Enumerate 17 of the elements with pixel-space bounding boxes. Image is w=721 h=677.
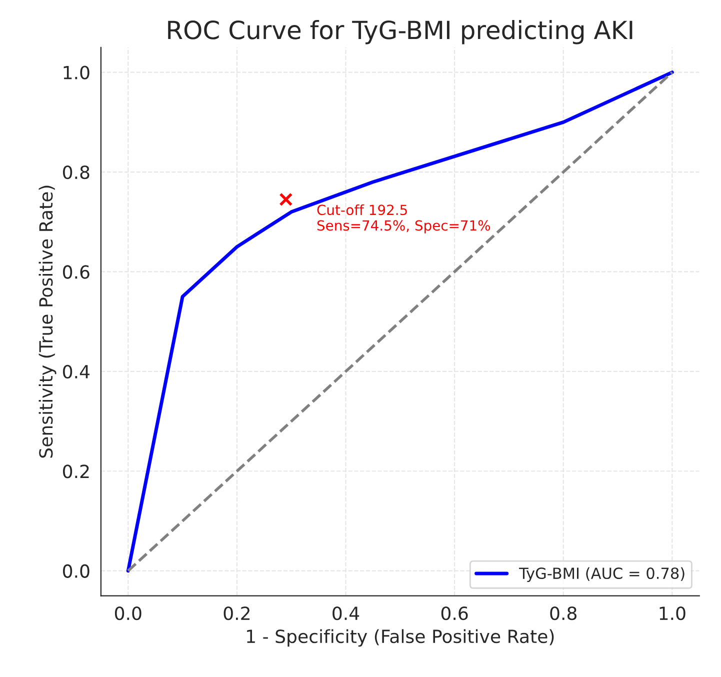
y-axis-title: Sensitivity (True Positive Rate) xyxy=(38,186,56,458)
y-tick-label: 0.0 xyxy=(63,564,90,578)
x-tick-label: 0.8 xyxy=(550,606,576,620)
x-tick-label: 0.0 xyxy=(114,606,142,620)
y-tick-label: 0.8 xyxy=(63,165,90,180)
y-tick-label: 0.6 xyxy=(63,265,90,279)
y-tick-label: 0.2 xyxy=(63,464,89,478)
y-tick-label: 1.0 xyxy=(64,66,90,80)
annotation: Cut-off 192.5 Sens=74.5%, Spec=71% xyxy=(317,204,490,234)
x-tick-label: 0.4 xyxy=(332,606,360,620)
legend-label: TyG-BMI (AUC = 0.78) xyxy=(519,567,684,582)
x-axis-title: 1 - Specificity (False Positive Rate) xyxy=(247,629,554,647)
x-tick-label: 0.2 xyxy=(224,606,250,620)
y-tick-label: 0.4 xyxy=(63,364,90,379)
chart-title: ROC Curve for TyG-BMI predicting AKI xyxy=(168,20,632,44)
x-tick-label: 1.0 xyxy=(660,606,686,620)
x-tick-label: 0.6 xyxy=(441,606,468,620)
